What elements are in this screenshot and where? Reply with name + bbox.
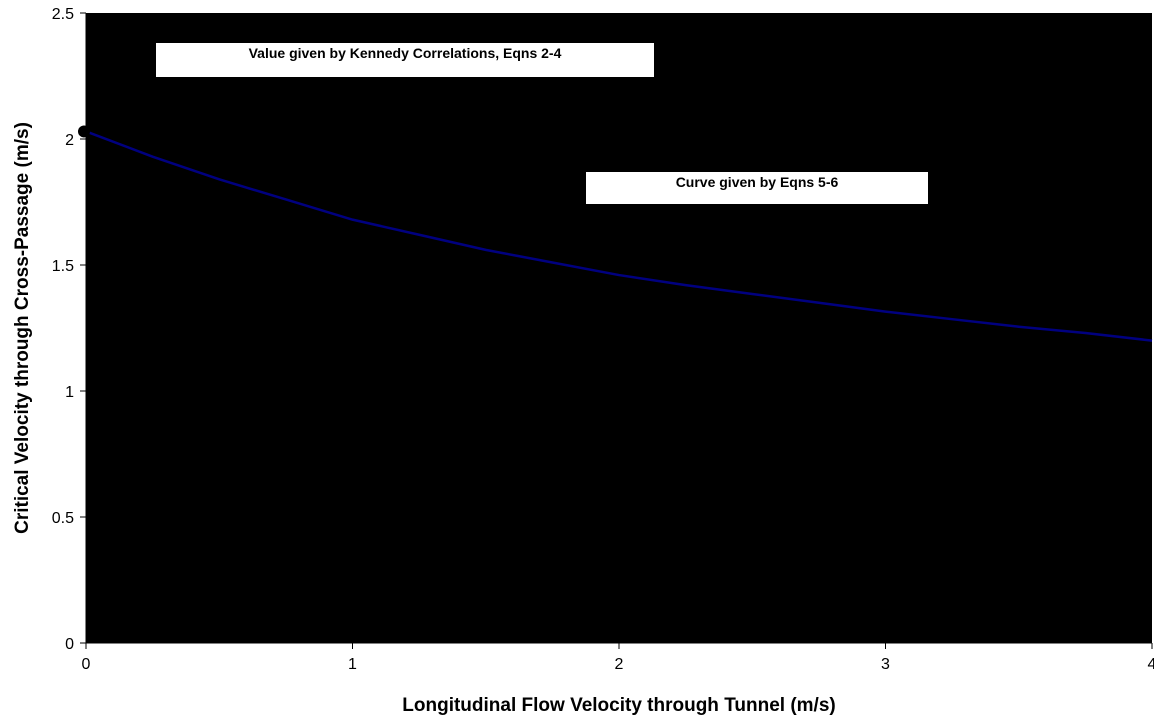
kennedy-value-point xyxy=(78,125,90,138)
y-tick-label: 2.5 xyxy=(52,6,74,23)
annotation-layer: Value given by Kennedy Correlations, Eqn… xyxy=(156,43,928,204)
axis-layer: 0 1 2 3 4 0 0.5 1 1.5 2 2.5 xyxy=(52,6,1154,673)
y-tick-label: 2 xyxy=(65,132,74,149)
annotation-text-2: Curve given by Eqns 5-6 xyxy=(676,174,839,190)
x-tick-label: 1 xyxy=(348,656,357,673)
annotation-box-2 xyxy=(586,172,928,204)
x-axis-title: Longitudinal Flow Velocity through Tunne… xyxy=(402,695,835,716)
y-tick-label: 0 xyxy=(65,636,74,653)
plot-area xyxy=(86,13,1152,643)
y-tick-label: 1.5 xyxy=(52,258,74,275)
curve-layer xyxy=(85,130,1153,342)
annotation-text-1: Value given by Kennedy Correlations, Eqn… xyxy=(249,45,562,61)
point-layer xyxy=(78,125,90,138)
series-line-0 xyxy=(85,130,1153,342)
x-tick-label: 3 xyxy=(881,656,890,673)
x-tick-label: 2 xyxy=(615,656,624,673)
y-axis-title: Critical Velocity through Cross-Passage … xyxy=(12,122,33,534)
y-tick-label: 0.5 xyxy=(52,510,74,527)
y-tick-label: 1 xyxy=(65,384,74,401)
x-tick-label: 4 xyxy=(1148,656,1154,673)
x-tick-label: 0 xyxy=(82,656,91,673)
annotation-box-1 xyxy=(156,43,654,77)
